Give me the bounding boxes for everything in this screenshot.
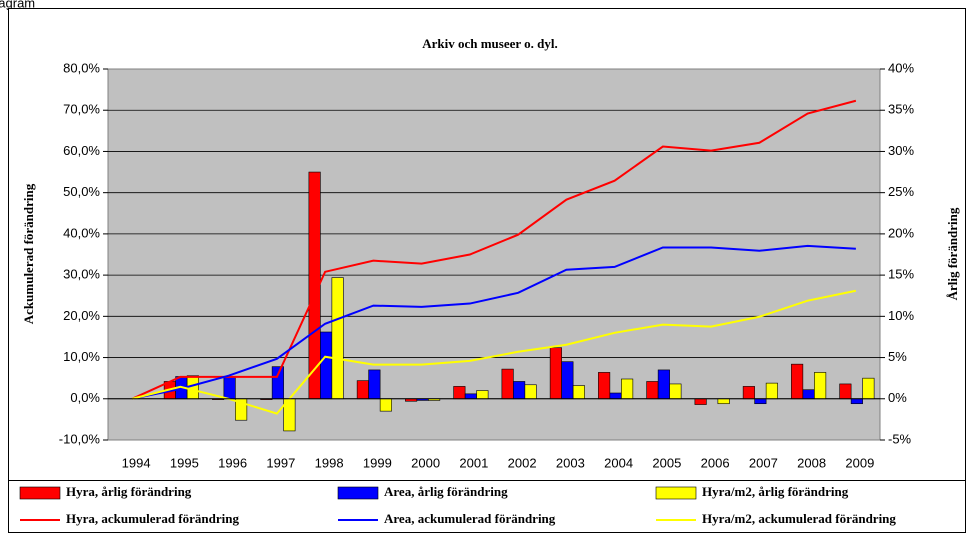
bar xyxy=(320,331,333,400)
plot-area xyxy=(107,68,881,441)
y2-tick-label: 5% xyxy=(888,349,907,364)
legend-swatch xyxy=(337,486,379,500)
bar xyxy=(839,383,852,400)
bar xyxy=(331,277,344,400)
x-tick-label: 2002 xyxy=(508,455,537,470)
x-tick-label: 1999 xyxy=(363,455,392,470)
bar xyxy=(754,398,767,405)
y2-tick-label: 20% xyxy=(888,225,914,240)
y-tick-label: 40,0% xyxy=(63,225,100,240)
chart-title: Arkiv och museer o. dyl. xyxy=(422,36,558,51)
bar xyxy=(561,361,574,400)
y2-tick-label: 25% xyxy=(888,184,914,199)
bar xyxy=(453,386,466,400)
bar xyxy=(356,380,369,400)
legend-label: Hyra/m2, ackumulerad förändring xyxy=(702,511,896,526)
y2-tick-label: -5% xyxy=(888,431,912,446)
x-tick-label: 2000 xyxy=(411,455,440,470)
bar xyxy=(802,389,815,400)
header-label: Diagram xyxy=(0,0,35,10)
x-tick-label: 2001 xyxy=(459,455,488,470)
x-tick-label: 1995 xyxy=(170,455,199,470)
y2-tick-label: 40% xyxy=(888,60,914,75)
bar xyxy=(609,392,622,400)
line xyxy=(131,99,857,400)
bar xyxy=(513,381,526,400)
bar xyxy=(657,369,670,400)
x-tick-label: 2003 xyxy=(556,455,585,470)
x-tick-label: 2009 xyxy=(845,455,874,470)
bar xyxy=(791,363,804,400)
x-tick-label: 2004 xyxy=(604,455,633,470)
bar xyxy=(850,398,863,405)
legend-label: Hyra/m2, årlig förändring xyxy=(702,484,849,499)
bar xyxy=(476,390,489,400)
x-tick-label: 2006 xyxy=(701,455,730,470)
bar xyxy=(765,382,778,400)
x-tick-label: 2008 xyxy=(797,455,826,470)
x-tick-label: 2007 xyxy=(749,455,778,470)
bar xyxy=(814,372,827,400)
y-tick-label: 0,0% xyxy=(70,390,100,405)
bar xyxy=(572,385,585,400)
legend-label: Hyra, årlig förändring xyxy=(66,484,192,499)
x-tick-label: 2005 xyxy=(652,455,681,470)
y2-tick-label: 10% xyxy=(888,308,914,323)
bar xyxy=(368,369,381,400)
y2-tick-label: 0% xyxy=(888,390,907,405)
legend-label: Hyra, ackumulerad förändring xyxy=(66,511,239,526)
y-tick-label: 80,0% xyxy=(63,60,100,75)
y-tick-label: -10,0% xyxy=(59,431,101,446)
bar xyxy=(223,376,236,400)
bar xyxy=(669,383,682,400)
legend-swatch xyxy=(19,486,61,500)
bar xyxy=(646,381,659,400)
x-tick-label: 1997 xyxy=(266,455,295,470)
bar xyxy=(621,378,634,400)
line xyxy=(131,244,856,400)
bar xyxy=(742,386,755,400)
y-tick-label: 50,0% xyxy=(63,184,100,199)
y-tick-label: 20,0% xyxy=(63,308,100,323)
bar xyxy=(501,368,514,400)
y2-tick-label: 35% xyxy=(888,102,914,117)
y-tick-label: 60,0% xyxy=(63,143,100,158)
x-tick-label: 1996 xyxy=(218,455,247,470)
x-tick-label: 1994 xyxy=(122,455,151,470)
y2-tick-label: 30% xyxy=(888,143,914,158)
line xyxy=(131,289,857,415)
x-tick-label: 1998 xyxy=(315,455,344,470)
y2-axis-title: Årlig förändring xyxy=(945,207,960,300)
bar xyxy=(271,366,284,400)
legend-label: Area, årlig förändring xyxy=(384,484,508,499)
bar xyxy=(549,347,562,400)
legend-swatch xyxy=(655,486,697,500)
y-tick-label: 30,0% xyxy=(63,267,100,282)
bar xyxy=(464,393,477,400)
y-tick-label: 70,0% xyxy=(63,102,100,117)
bar xyxy=(862,377,875,400)
y-tick-label: 10,0% xyxy=(63,349,100,364)
y-axis-title: Ackumulerad förändring xyxy=(21,183,36,324)
bar xyxy=(694,398,707,405)
y2-tick-label: 15% xyxy=(888,267,914,282)
bar xyxy=(598,372,611,400)
bar xyxy=(717,398,730,405)
bar xyxy=(524,384,537,400)
legend-label: Area, ackumulerad förändring xyxy=(384,511,556,526)
bar xyxy=(379,398,392,412)
legend xyxy=(8,480,966,533)
